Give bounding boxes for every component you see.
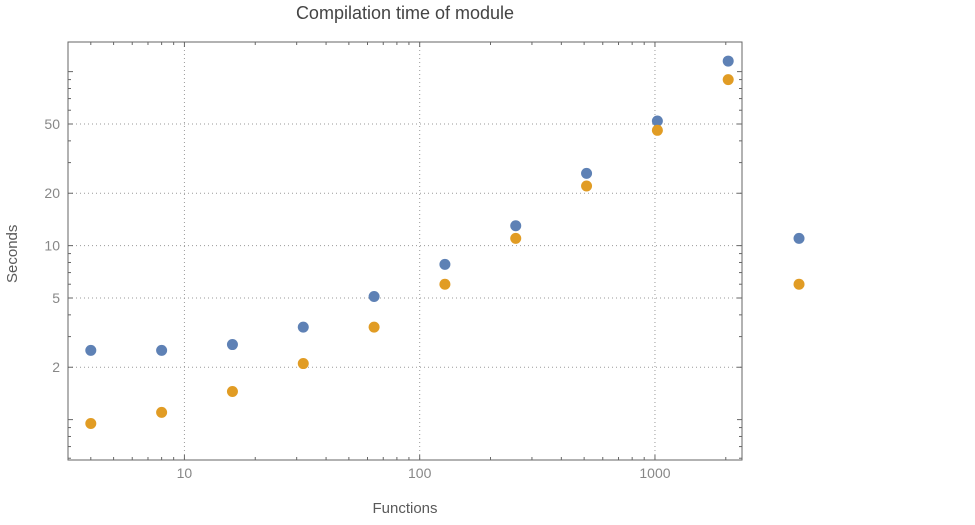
y-tick-label: 20 bbox=[44, 185, 60, 201]
data-point-orange-series bbox=[793, 278, 805, 290]
data-point-orange-series bbox=[510, 232, 522, 244]
data-point-orange-series bbox=[226, 386, 238, 398]
data-point-blue-series bbox=[510, 220, 522, 232]
data-point-orange-series bbox=[722, 74, 734, 86]
data-point-blue-series bbox=[156, 344, 168, 356]
x-tick-label: 1000 bbox=[639, 465, 670, 481]
data-point-blue-series bbox=[722, 55, 734, 67]
data-point-orange-series bbox=[651, 124, 663, 136]
data-point-blue-series bbox=[226, 339, 238, 351]
data-point-blue-series bbox=[85, 344, 97, 356]
data-point-orange-series bbox=[368, 321, 380, 333]
data-point-orange-series bbox=[581, 180, 593, 192]
data-point-blue-series bbox=[368, 291, 380, 303]
y-tick-label: 50 bbox=[44, 116, 60, 132]
data-point-blue-series bbox=[297, 321, 309, 333]
data-point-orange-series bbox=[156, 406, 168, 418]
data-point-blue-series bbox=[651, 115, 663, 127]
y-tick-label: 10 bbox=[44, 238, 60, 254]
data-point-orange-series bbox=[297, 358, 309, 370]
data-point-blue-series bbox=[793, 232, 805, 244]
y-tick-label: 5 bbox=[52, 290, 60, 306]
chart-title: Compilation time of module bbox=[295, 3, 515, 23]
x-axis-label: Functions bbox=[372, 500, 438, 517]
data-point-orange-series bbox=[85, 417, 97, 429]
data-point-blue-series bbox=[581, 167, 593, 179]
data-point-blue-series bbox=[439, 258, 451, 270]
x-tick-label: 100 bbox=[408, 465, 432, 481]
y-tick-label: 2 bbox=[52, 359, 60, 375]
data-point-orange-series bbox=[439, 278, 451, 290]
x-tick-label: 10 bbox=[177, 465, 193, 481]
plot-frame bbox=[67, 41, 743, 461]
